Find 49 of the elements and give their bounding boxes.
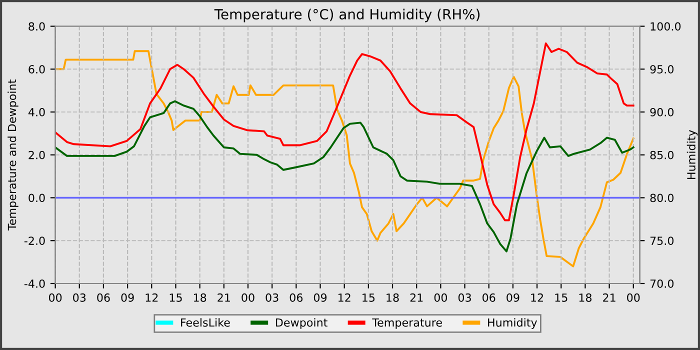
y2-axis-title: Humidity (686, 130, 698, 179)
line-series (55, 42, 634, 222)
x-tick-label: 03 (266, 293, 278, 302)
x-tick-label: 06 (482, 293, 496, 302)
x-tick-label: 18 (194, 293, 206, 302)
x-tick-label: 00 (48, 293, 62, 302)
x-tick-label: 09 (314, 293, 327, 302)
x-tick-label: 18 (579, 293, 592, 302)
y-tick-label: 0.0 (28, 194, 45, 202)
x-tick-label: 00 (627, 293, 640, 302)
x-tick-label: 03 (73, 293, 86, 302)
y2-tick-label: 95.0 (650, 65, 674, 74)
x-tick-label: 18 (386, 293, 399, 302)
legend-label: Dewpoint (276, 318, 328, 329)
x-tick-label: 12 (531, 293, 543, 302)
legend-label: Humidity (488, 318, 538, 329)
legend-label: FeelsLike (181, 318, 230, 327)
y-tick-label: 8.0 (28, 22, 45, 31)
x-tick-label: 00 (434, 293, 448, 302)
x-tick-label: 09 (506, 293, 520, 302)
y2-tick-label: 75.0 (650, 236, 674, 246)
y2-tick-label: 100.0 (650, 22, 681, 31)
x-tick-label: 00 (242, 293, 254, 302)
y2-tick-label: 90.0 (650, 108, 674, 116)
x-tick-label: 15 (555, 294, 568, 302)
y2-tick-label: 70.0 (650, 279, 674, 288)
x-tick-label: 21 (218, 293, 230, 302)
y2-tick-label: 85.0 (650, 150, 674, 160)
y-tick-label: 2.0 (28, 150, 45, 160)
y-tick-label: -2.0 (24, 236, 45, 246)
x-tick-label: 03 (458, 293, 471, 302)
y2-tick-label: 80.0 (650, 194, 674, 202)
x-tick-label: 15 (170, 294, 182, 302)
y-tick-label: 4.0 (28, 108, 45, 116)
legend-label: Temperature (372, 318, 442, 329)
x-tick-label: 06 (97, 293, 110, 302)
chart-title: Temperature (°C) and Humidity (RH%) (214, 8, 480, 22)
x-tick-label: 12 (146, 293, 158, 302)
y-axis-title: Temperature and Dewpoint (8, 80, 18, 230)
x-tick-label: 21 (603, 293, 616, 302)
x-tick-label: 15 (362, 294, 375, 302)
line-series (55, 50, 634, 268)
x-tick-label: 09 (121, 293, 134, 302)
y-tick-label: -4.0 (24, 279, 45, 288)
x-tick-label: 06 (290, 293, 303, 302)
line-series (55, 100, 634, 252)
x-tick-label: 21 (410, 293, 423, 302)
x-tick-label: 12 (338, 293, 350, 302)
y-tick-label: 6.0 (28, 65, 45, 74)
